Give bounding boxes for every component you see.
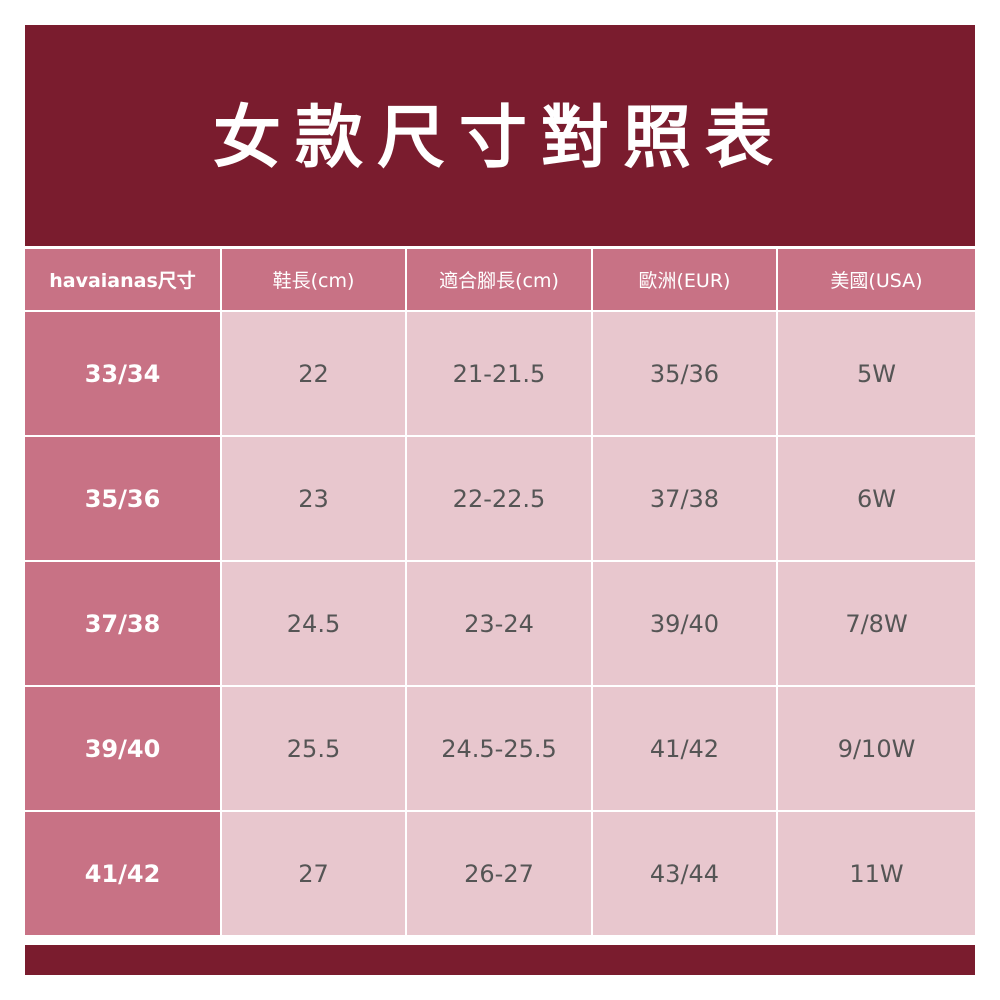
table-cell: 11W	[776, 810, 975, 937]
page-title: 女款尺寸對照表	[212, 99, 787, 178]
table-cell: 27	[220, 810, 407, 937]
table-cell: 43/44	[591, 810, 778, 937]
header-row: havaianas尺寸 鞋長(cm) 適合腳長(cm) 歐洲(EUR) 美國(U…	[25, 247, 975, 312]
size-cell: 33/34	[25, 310, 222, 437]
column-header: havaianas尺寸	[25, 247, 222, 312]
table-cell: 23	[220, 435, 407, 562]
table-cell: 22-22.5	[405, 435, 593, 562]
table-cell: 41/42	[591, 685, 778, 812]
size-chart: 女款尺寸對照表 havaianas尺寸 鞋長(cm) 適合腳長(cm) 歐洲(E…	[25, 25, 975, 975]
table-cell: 37/38	[591, 435, 778, 562]
table-row: 35/36 23 22-22.5 37/38 6W	[25, 435, 975, 562]
size-cell: 39/40	[25, 685, 222, 812]
column-header: 適合腳長(cm)	[405, 247, 593, 312]
table-row: 39/40 25.5 24.5-25.5 41/42 9/10W	[25, 685, 975, 812]
table-cell: 39/40	[591, 560, 778, 687]
table-row: 37/38 24.5 23-24 39/40 7/8W	[25, 560, 975, 687]
table-cell: 24.5-25.5	[405, 685, 593, 812]
table-cell: 25.5	[220, 685, 407, 812]
size-cell: 35/36	[25, 435, 222, 562]
column-header: 鞋長(cm)	[220, 247, 407, 312]
size-cell: 41/42	[25, 810, 222, 937]
column-header: 歐洲(EUR)	[591, 247, 778, 312]
size-cell: 37/38	[25, 560, 222, 687]
table-cell: 26-27	[405, 810, 593, 937]
table-cell: 35/36	[591, 310, 778, 437]
table-cell: 24.5	[220, 560, 407, 687]
table-cell: 5W	[776, 310, 975, 437]
table-cell: 9/10W	[776, 685, 975, 812]
table-cell: 6W	[776, 435, 975, 562]
size-table: havaianas尺寸 鞋長(cm) 適合腳長(cm) 歐洲(EUR) 美國(U…	[25, 247, 975, 937]
title-banner: 女款尺寸對照表	[25, 25, 975, 246]
footer-bar	[25, 945, 975, 975]
table-cell: 7/8W	[776, 560, 975, 687]
column-header: 美國(USA)	[776, 247, 975, 312]
table-row: 41/42 27 26-27 43/44 11W	[25, 810, 975, 937]
table-cell: 23-24	[405, 560, 593, 687]
table-row: 33/34 22 21-21.5 35/36 5W	[25, 310, 975, 437]
table-cell: 22	[220, 310, 407, 437]
table-cell: 21-21.5	[405, 310, 593, 437]
